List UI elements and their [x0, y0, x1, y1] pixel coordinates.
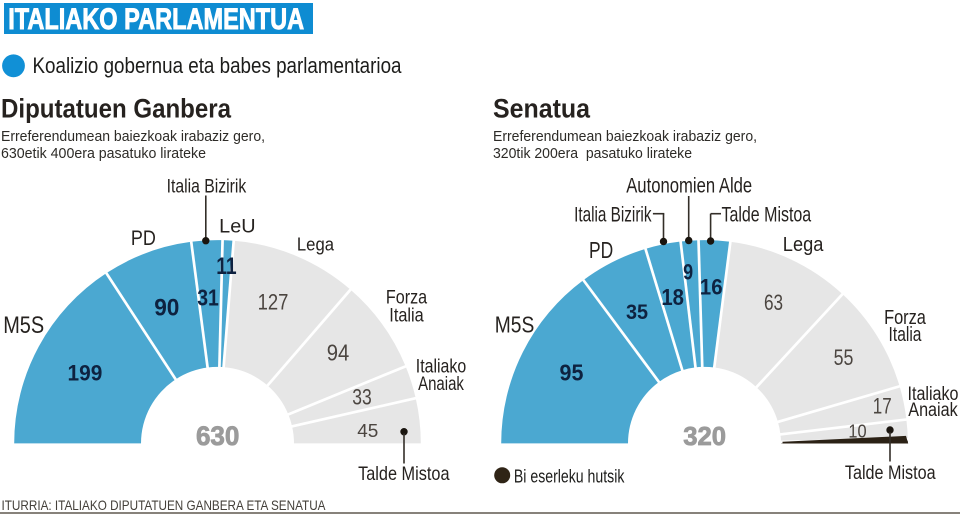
svg-text:199: 199	[68, 360, 103, 385]
svg-text:94: 94	[327, 339, 350, 365]
svg-text:Anaiak: Anaiak	[908, 400, 958, 421]
svg-text:Anaiak: Anaiak	[418, 374, 464, 395]
svg-text:Lega: Lega	[297, 234, 335, 255]
svg-text:Forza: Forza	[884, 306, 926, 329]
svg-text:Lega: Lega	[783, 233, 824, 256]
svg-text:Talde Mistoa: Talde Mistoa	[722, 203, 812, 226]
svg-text:Italia Bizirik: Italia Bizirik	[574, 203, 652, 226]
svg-text:ITURRIA: ITALIAKO DIPUTATUEN G: ITURRIA: ITALIAKO DIPUTATUEN GANBERA ETA…	[2, 497, 327, 513]
svg-text:ITALIAKO PARLAMENTUA: ITALIAKO PARLAMENTUA	[8, 3, 304, 36]
svg-text:Talde Mistoa: Talde Mistoa	[845, 463, 936, 484]
svg-text:17: 17	[873, 394, 892, 419]
svg-text:Koalizio gobernua eta babes pa: Koalizio gobernua eta babes parlamentari…	[33, 53, 403, 78]
svg-text:31: 31	[197, 285, 219, 311]
svg-text:Talde Mistoa: Talde Mistoa	[358, 463, 450, 485]
svg-text:45: 45	[357, 420, 378, 441]
svg-text:Italia: Italia	[389, 306, 424, 327]
svg-text:Bi eserleku hutsik: Bi eserleku hutsik	[514, 465, 625, 486]
svg-text:33: 33	[352, 384, 372, 409]
svg-text:Senatua: Senatua	[493, 94, 591, 124]
svg-text:Erreferendumean baiezkoak irab: Erreferendumean baiezkoak irabaziz gero,	[493, 128, 757, 145]
svg-text:9: 9	[683, 259, 693, 284]
svg-text:Italia: Italia	[889, 323, 922, 346]
svg-text:Italiako: Italiako	[908, 384, 959, 405]
svg-text:55: 55	[834, 345, 854, 370]
svg-text:Autonomien Alde: Autonomien Alde	[626, 175, 752, 198]
svg-text:630etik 400era pasatuko lirate: 630etik 400era pasatuko lirateke	[1, 145, 206, 162]
svg-text:Italiako: Italiako	[416, 356, 466, 377]
svg-text:63: 63	[764, 290, 783, 315]
svg-text:M5S: M5S	[495, 311, 535, 337]
svg-text:PD: PD	[131, 227, 156, 250]
svg-text:95: 95	[560, 360, 584, 386]
svg-text:630: 630	[196, 421, 240, 451]
svg-text:Forza: Forza	[386, 287, 428, 308]
svg-text:M5S: M5S	[3, 312, 44, 339]
svg-text:Diputatuen Ganbera: Diputatuen Ganbera	[1, 94, 232, 124]
svg-text:16: 16	[700, 275, 723, 300]
svg-text:18: 18	[661, 284, 684, 310]
svg-text:11: 11	[216, 253, 236, 280]
svg-text:PD: PD	[589, 237, 613, 263]
svg-text:Italia Bizirik: Italia Bizirik	[167, 176, 247, 197]
svg-text:LeU: LeU	[219, 216, 255, 238]
svg-text:35: 35	[626, 300, 648, 324]
svg-text:90: 90	[154, 295, 179, 322]
svg-text:10: 10	[848, 420, 866, 441]
svg-text:127: 127	[258, 289, 289, 314]
svg-text:320: 320	[683, 421, 726, 451]
svg-text:320tik 200era pasatuko lirate: 320tik 200era pasatuko lirateke	[493, 145, 692, 162]
svg-text:Erreferendumean baiezkoak irab: Erreferendumean baiezkoak irabaziz gero,	[1, 128, 265, 145]
